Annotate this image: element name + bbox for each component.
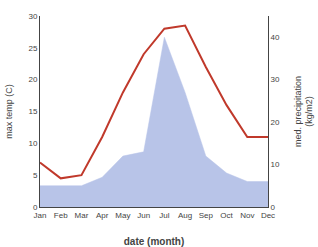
svg-text:Jun: Jun bbox=[137, 211, 150, 220]
svg-text:0: 0 bbox=[271, 203, 276, 212]
svg-text:max temp (C): max temp (C) bbox=[4, 84, 14, 139]
svg-text:10: 10 bbox=[28, 139, 37, 148]
svg-text:date (month): date (month) bbox=[124, 236, 185, 247]
svg-text:10: 10 bbox=[271, 160, 280, 169]
svg-text:Nov: Nov bbox=[240, 211, 254, 220]
svg-text:Jan: Jan bbox=[34, 211, 47, 220]
svg-text:Sep: Sep bbox=[199, 211, 214, 220]
svg-text:Mar: Mar bbox=[75, 211, 89, 220]
svg-text:30: 30 bbox=[271, 75, 280, 84]
svg-text:med. precipitation(kg/m2): med. precipitation(kg/m2) bbox=[293, 76, 315, 147]
svg-text:25: 25 bbox=[28, 44, 37, 53]
svg-text:Apr: Apr bbox=[96, 211, 109, 220]
svg-text:40: 40 bbox=[271, 33, 280, 42]
svg-text:Oct: Oct bbox=[220, 211, 233, 220]
svg-text:Aug: Aug bbox=[178, 211, 192, 220]
svg-text:May: May bbox=[115, 211, 130, 220]
svg-text:Dec: Dec bbox=[261, 211, 275, 220]
svg-text:Jul: Jul bbox=[159, 211, 169, 220]
svg-text:Feb: Feb bbox=[54, 211, 68, 220]
svg-text:5: 5 bbox=[33, 171, 38, 180]
svg-text:30: 30 bbox=[28, 12, 37, 21]
svg-text:20: 20 bbox=[28, 75, 37, 84]
svg-text:20: 20 bbox=[271, 118, 280, 127]
svg-text:15: 15 bbox=[28, 107, 37, 116]
svg-text:0: 0 bbox=[33, 203, 38, 212]
